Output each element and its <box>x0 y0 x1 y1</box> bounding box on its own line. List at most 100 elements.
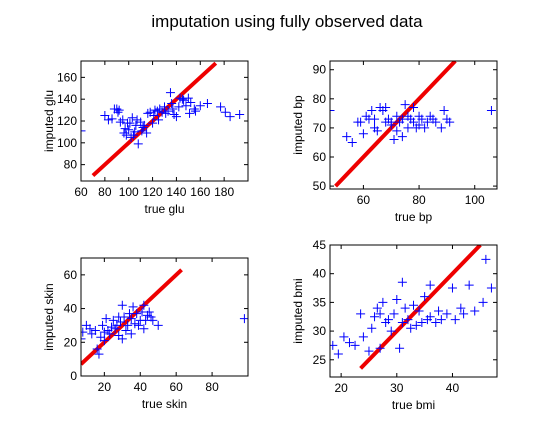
data-point <box>152 106 162 116</box>
data-point <box>434 306 444 316</box>
data-point <box>138 123 148 133</box>
data-point <box>350 340 360 350</box>
x-tick-label: 160 <box>190 185 210 199</box>
data-point <box>113 107 123 117</box>
data-point <box>98 320 108 330</box>
data-point <box>420 292 430 302</box>
data-point <box>403 123 413 133</box>
data-point <box>123 320 133 330</box>
data-point <box>459 309 469 319</box>
plot-content <box>330 245 496 370</box>
data-point <box>481 254 491 264</box>
data-point <box>431 317 441 327</box>
data-point <box>425 280 435 290</box>
data-point <box>395 343 405 353</box>
data-point <box>356 309 366 319</box>
data-point <box>436 123 446 133</box>
data-point <box>165 88 175 98</box>
y-axis-label: imputed skin <box>42 283 56 350</box>
x-tick-label: 100 <box>119 185 139 199</box>
data-point <box>108 315 118 325</box>
data-point <box>417 114 427 124</box>
data-point <box>128 302 138 312</box>
y-tick-label: 60 <box>64 268 78 282</box>
plot-content <box>330 61 496 188</box>
data-point <box>450 315 460 325</box>
data-point <box>114 105 124 115</box>
axis-frame <box>329 244 498 378</box>
data-point <box>139 300 149 310</box>
data-point <box>99 336 109 346</box>
data-point <box>103 115 113 125</box>
data-point <box>389 135 399 145</box>
data-point <box>154 115 164 125</box>
data-point <box>100 111 110 121</box>
x-axis-label: true skin <box>142 397 187 411</box>
data-point <box>486 105 496 115</box>
data-point <box>367 105 377 115</box>
data-point <box>414 306 424 316</box>
data-point <box>153 320 163 330</box>
data-point <box>389 309 399 319</box>
data-point <box>133 320 143 330</box>
x-tick-label: 120 <box>143 185 163 199</box>
data-point <box>132 115 142 125</box>
data-point <box>439 105 449 115</box>
y-axis-label: imputed glu <box>42 90 56 152</box>
y-tick-label: 80 <box>313 92 327 106</box>
data-point <box>442 309 452 319</box>
data-point <box>81 334 86 344</box>
data-point <box>406 323 416 333</box>
y-tick-label: 40 <box>64 302 78 316</box>
x-tick-label: 30 <box>390 381 404 395</box>
data-point <box>130 319 140 329</box>
data-point <box>171 112 181 122</box>
x-axis-label: true bmi <box>392 398 435 412</box>
plot-content <box>81 61 245 178</box>
data-point <box>168 104 178 114</box>
data-point <box>189 104 199 114</box>
x-tick-label: 40 <box>134 380 148 394</box>
y-tick-label: 90 <box>313 63 327 77</box>
data-point <box>150 105 160 115</box>
data-point <box>347 137 357 147</box>
x-tick-label: 60 <box>357 193 371 207</box>
data-point <box>392 126 402 136</box>
data-point <box>478 297 488 307</box>
data-point <box>202 99 212 109</box>
x-tick-label: 60 <box>74 185 88 199</box>
data-point <box>126 132 136 142</box>
data-point <box>409 103 418 113</box>
data-point <box>118 115 128 125</box>
data-point <box>372 126 382 136</box>
data-point <box>105 329 115 339</box>
data-point <box>169 109 179 119</box>
x-tick-label: 60 <box>169 380 183 394</box>
subplot-2: 60 80 100 50 60 70 80 90 true bp imputed bp <box>291 60 498 224</box>
data-point <box>99 327 109 337</box>
data-point <box>142 128 152 138</box>
data-point <box>344 338 354 348</box>
x-tick-label: 80 <box>205 380 219 394</box>
y-tick-label: 25 <box>313 353 327 367</box>
data-point <box>148 315 158 325</box>
data-point <box>330 105 335 115</box>
reference-line <box>91 61 218 178</box>
data-point <box>160 102 169 112</box>
x-tick-label: 80 <box>412 193 426 207</box>
x-tick-label: 180 <box>214 185 234 199</box>
data-point <box>163 106 173 116</box>
data-point <box>375 343 385 353</box>
data-point <box>386 326 396 336</box>
y-tick-label: 160 <box>57 70 77 84</box>
x-tick-label: 20 <box>98 380 112 394</box>
data-point <box>386 117 396 127</box>
data-point <box>149 111 159 121</box>
data-point <box>425 312 435 322</box>
x-axis-label: true bp <box>395 210 433 224</box>
data-point <box>101 314 111 324</box>
data-point <box>124 125 134 135</box>
